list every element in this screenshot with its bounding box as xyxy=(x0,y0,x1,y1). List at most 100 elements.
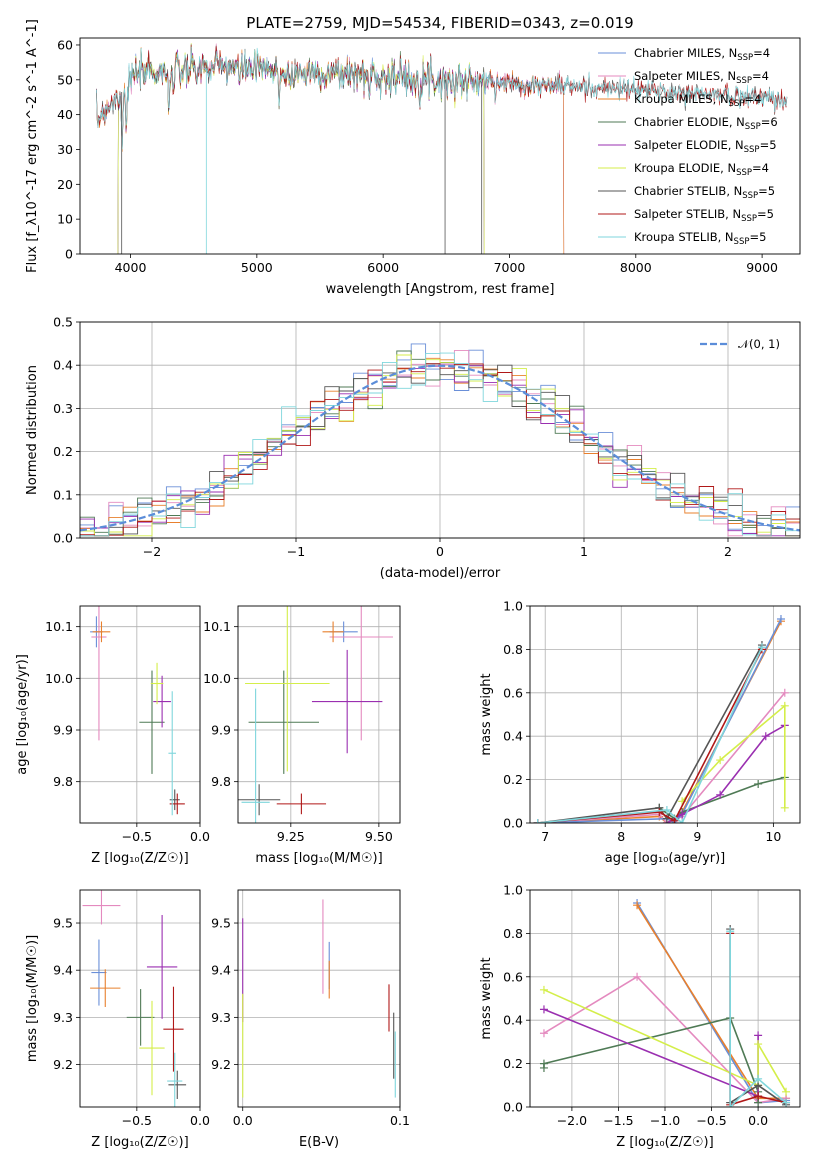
y-tick-label: 9.4 xyxy=(211,963,231,978)
x-axis-label: mass [log₁₀(M/M☉)] xyxy=(255,851,382,866)
panel-weight_vs_z: −2.0 −1.5 −1.0 −0.5 0.0 0.0 0.2 0.4 0.6 0.8 1.0 Z [… xyxy=(479,883,801,1150)
y-tick-label: 0.0 xyxy=(503,1100,523,1115)
weight-series-kroupa_stelib xyxy=(729,931,787,1107)
residual-histogram-kroupa_stelib xyxy=(80,352,800,537)
weight-marker-kroupa_elodie xyxy=(716,756,725,765)
legend-label: Salpeter MILES, NSSP=4 xyxy=(634,69,769,86)
weight-series-salpeter_miles xyxy=(537,692,786,823)
x-tick-label: −0.5 xyxy=(122,829,152,844)
weight-marker-kroupa_elodie xyxy=(754,1040,763,1049)
axes-border xyxy=(79,321,801,539)
y-tick-label: 0.0 xyxy=(53,531,73,546)
y-tick-label: 9.2 xyxy=(53,1057,73,1072)
panel-residuals: −2 −1 0 1 2 0.0 0.1 0.2 0.3 0.4 0.5 (data-model)/er… xyxy=(25,315,801,581)
x-tick-label: 0.0 xyxy=(190,1113,210,1128)
y-tick-label: 9.9 xyxy=(53,723,73,738)
x-tick-label: −1.0 xyxy=(650,1113,680,1128)
y-tick-label: 0.8 xyxy=(503,926,523,941)
y-tick-label: 60 xyxy=(57,37,73,52)
weight-marker-salpeter_elodie xyxy=(678,810,687,819)
y-tick-label: 0.6 xyxy=(503,685,523,700)
plot-area xyxy=(238,606,393,823)
plot-area xyxy=(533,615,789,823)
y-tick-label: 0.0 xyxy=(503,816,523,831)
weight-marker-kroupa_elodie xyxy=(780,701,789,710)
axes-border xyxy=(529,889,801,1108)
y-tick-label: 0.4 xyxy=(503,1013,523,1028)
x-axis-label: Z [log₁₀(Z/Z☉)] xyxy=(616,1135,713,1150)
normal-curve xyxy=(80,364,800,532)
y-tick-label: 0.2 xyxy=(53,444,73,459)
x-tick-label: 0.0 xyxy=(233,1113,253,1128)
legend-label: Chabrier ELODIE, NSSP=6 xyxy=(634,115,778,132)
y-tick-label: 9.8 xyxy=(53,774,73,789)
weight-marker-kroupa_stelib xyxy=(726,927,735,936)
weight-marker-kroupa_stelib xyxy=(757,643,766,652)
y-tick-label: 10.1 xyxy=(203,619,231,634)
y-tick-label: 1.0 xyxy=(503,599,523,614)
figure-title: PLATE=2759, MJD=54534, FIBERID=0343, z=0… xyxy=(246,14,633,32)
weight-series-kroupa_elodie xyxy=(543,989,787,1093)
x-axis-label: (data-model)/error xyxy=(380,566,501,581)
legend-label: Kroupa ELODIE, NSSP=4 xyxy=(634,161,769,178)
x-tick-label: 9.25 xyxy=(277,829,305,844)
weight-marker-chabrier_elodie xyxy=(539,1059,548,1068)
weight-marker-kroupa_stelib xyxy=(726,1103,735,1107)
weight-marker-kroupa_miles xyxy=(633,901,642,910)
x-tick-label: −2.0 xyxy=(557,1113,587,1128)
weight-marker-salpeter_stelib xyxy=(655,808,664,817)
y-tick-label: 40 xyxy=(57,107,73,122)
axes-border xyxy=(237,605,401,824)
y-tick-label: 0 xyxy=(65,247,73,262)
x-tick-label: 7 xyxy=(541,829,549,844)
y-axis-label: mass weight xyxy=(479,673,494,755)
x-tick-label: −2 xyxy=(143,544,161,559)
weight-marker-kroupa_stelib xyxy=(533,819,542,823)
legend: Chabrier MILES, NSSP=4 Salpeter MILES, NS… xyxy=(598,46,778,247)
axes-frame: 0.0 0.1 9.2 9.3 9.4 9.5 E(B-V) xyxy=(211,889,410,1150)
y-tick-label: 0.1 xyxy=(53,487,73,502)
weight-marker-kroupa_stelib xyxy=(662,805,671,814)
weight-series-kroupa_miles xyxy=(537,620,782,823)
legend-label: Chabrier STELIB, NSSP=5 xyxy=(634,184,775,201)
y-tick-label: 9.9 xyxy=(211,723,231,738)
x-tick-label: 5000 xyxy=(241,260,273,275)
spectrum-series-kroupa_stelib xyxy=(96,46,788,150)
x-tick-label: −1 xyxy=(287,544,305,559)
x-axis-label: wavelength [Angstrom, rest frame] xyxy=(326,282,555,297)
weight-marker-salpeter_elodie xyxy=(716,790,725,799)
axes-frame: 7 8 9 10 0.0 0.2 0.4 0.6 0.8 1.0 age [log₁₀(age/yr… xyxy=(479,599,801,866)
axes-frame: −2.0 −1.5 −1.0 −0.5 0.0 0.0 0.2 0.4 0.6 0.8 1.0 Z [… xyxy=(479,883,801,1150)
axes-frame: 4000 5000 6000 7000 8000 9000 0 10 20 30 40 50 60 wav… xyxy=(25,19,801,297)
y-axis-label: mass weight xyxy=(479,957,494,1039)
panel-weight_vs_age: 7 8 9 10 0.0 0.2 0.4 0.6 0.8 1.0 age [log₁₀(age/yr… xyxy=(479,599,801,866)
x-tick-label: 4000 xyxy=(115,260,147,275)
weight-marker-salpeter_elodie xyxy=(754,1031,763,1040)
weight-marker-kroupa_elodie xyxy=(782,1087,791,1096)
axes-frame: 9.25 9.50 9.8 9.9 10.0 10.1 mass [log₁₀(M/M☉)] xyxy=(203,605,401,866)
y-tick-label: 0.4 xyxy=(503,729,523,744)
legend-label: Salpeter ELODIE, NSSP=5 xyxy=(634,138,777,155)
x-axis-label: age [log₁₀(age/yr)] xyxy=(605,851,726,866)
weight-marker-kroupa_stelib xyxy=(754,1074,763,1083)
weight-marker-salpeter_stelib xyxy=(670,816,679,823)
y-tick-label: 0.4 xyxy=(53,358,73,373)
axes-border xyxy=(529,605,801,824)
weight-marker-kroupa_elodie xyxy=(780,803,789,812)
y-tick-label: 50 xyxy=(57,72,73,87)
plot-area xyxy=(80,343,800,537)
y-tick-label: 0.8 xyxy=(503,642,523,657)
y-tick-label: 0.6 xyxy=(503,969,523,984)
panel-mass_vs_ebv: 0.0 0.1 9.2 9.3 9.4 9.5 E(B-V) xyxy=(211,889,410,1150)
x-tick-label: 9.50 xyxy=(365,829,393,844)
y-tick-label: 10.0 xyxy=(45,671,73,686)
weight-marker-kroupa_stelib xyxy=(678,819,687,823)
legend-label: Kroupa STELIB, NSSP=5 xyxy=(634,230,766,247)
x-tick-label: −0.5 xyxy=(696,1113,726,1128)
weight-series-salpeter_elodie xyxy=(543,1008,759,1098)
legend-label: Salpeter STELIB, NSSP=5 xyxy=(634,207,774,224)
weight-marker-salpeter_stelib xyxy=(754,1092,763,1101)
x-tick-label: 0.0 xyxy=(748,1113,768,1128)
axes-border xyxy=(79,889,201,1108)
